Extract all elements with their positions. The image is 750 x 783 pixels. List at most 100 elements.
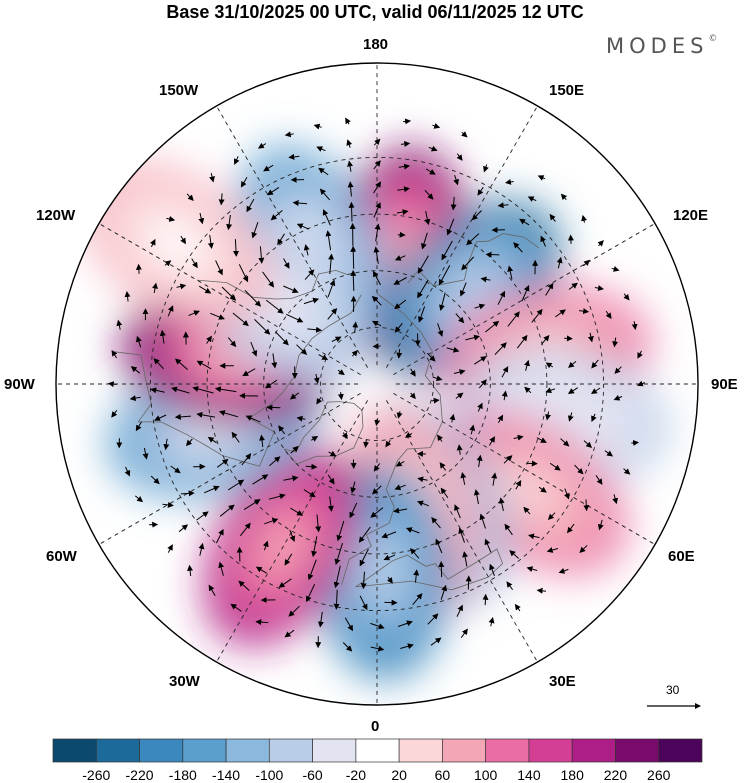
wind-vector [466, 233, 480, 246]
wind-vector [456, 444, 463, 455]
wind-vector [450, 196, 457, 211]
wind-vector [149, 238, 156, 248]
wind-vector [174, 358, 188, 370]
wind-vector [524, 359, 530, 371]
wind-vector [360, 571, 367, 590]
wind-vector [307, 559, 317, 581]
wind-vector [547, 512, 556, 521]
anomaly-cell-pos-north-pacific-3 [142, 214, 210, 273]
wind-vector [218, 561, 225, 576]
wind-vector [246, 198, 255, 213]
wind-vector [304, 269, 315, 280]
wind-vector [373, 202, 381, 218]
wind-vector [473, 489, 480, 505]
wind-vector [258, 246, 265, 264]
wind-vector [397, 186, 410, 193]
wind-vector [506, 581, 514, 590]
colorbar-swatch [225, 738, 270, 763]
wind-vector [192, 386, 214, 394]
wind-vector [349, 502, 358, 519]
wind-vector [227, 479, 245, 491]
wind-vector [373, 138, 381, 146]
wind-vector [545, 282, 554, 296]
wind-vector [242, 368, 256, 377]
colorbar-level-label: -260 [82, 767, 111, 783]
wind-vector [227, 337, 237, 348]
wind-vector [405, 527, 420, 534]
wind-vector [327, 308, 338, 320]
wind-vector [327, 279, 336, 298]
lon-label-30w: 30W [169, 673, 200, 690]
wind-vector [591, 359, 599, 369]
graticule [56, 63, 698, 705]
wind-vector [507, 265, 514, 280]
wind-vector [231, 431, 240, 443]
wind-vector [284, 131, 294, 138]
wind-vector [516, 334, 528, 349]
wind-vector [336, 520, 345, 542]
wind-vector [313, 373, 320, 384]
wind-vector [337, 369, 345, 376]
wind-vector [396, 411, 403, 419]
colorbar-swatch [312, 738, 357, 763]
wind-vector [555, 309, 566, 318]
wind-vector [130, 366, 141, 374]
wind-vector [370, 507, 384, 518]
wind-vector [296, 344, 308, 355]
wind-vector [350, 245, 357, 269]
wind-vector [296, 415, 306, 422]
wind-vector [479, 513, 486, 529]
wind-vector [232, 312, 249, 327]
wind-vector [254, 319, 271, 335]
wind-vector [259, 434, 265, 448]
lon-label-150e: 150E [549, 82, 585, 99]
wind-vector [456, 153, 463, 161]
colorbar-level-label: 60 [434, 767, 451, 783]
wind-vector [316, 396, 323, 405]
wind-vector [111, 349, 118, 359]
wind-vector [421, 232, 428, 250]
wind-vector [501, 390, 508, 401]
wind-vector [613, 394, 623, 401]
wind-vector [310, 435, 319, 442]
wind-vector [446, 346, 460, 353]
wind-vector [264, 518, 279, 525]
meridian-line [216, 105, 368, 368]
wind-vector [350, 269, 357, 291]
wind-vector [461, 256, 475, 271]
wind-vector [134, 495, 144, 503]
wind-vector [431, 397, 440, 404]
colorbar-level-label: 220 [603, 767, 628, 783]
wind-vector [359, 595, 368, 611]
wind-vector [373, 270, 381, 286]
wind-vector [612, 337, 619, 348]
wind-vector [484, 538, 492, 553]
coastline-segment [341, 293, 443, 585]
wind-vector [373, 160, 381, 170]
wind-vector [579, 544, 588, 554]
wind-vector [515, 480, 522, 490]
wind-vector [171, 386, 190, 394]
brand-mark: © [708, 34, 718, 44]
wind-vector [438, 561, 445, 578]
wind-vector [263, 164, 274, 172]
colorbar-swatch [268, 738, 313, 763]
wind-vector [196, 411, 216, 418]
wind-vector [462, 551, 469, 567]
wind-vector [631, 321, 638, 331]
wind-vector [167, 544, 173, 553]
wind-vector [564, 335, 573, 342]
wind-vector [531, 308, 543, 323]
wind-vector [238, 580, 250, 591]
wind-vector [524, 386, 532, 394]
wind-vector [404, 432, 413, 438]
wind-vector [427, 613, 439, 625]
wind-vector [545, 411, 551, 421]
wind-vector [453, 174, 459, 186]
wind-vector [240, 522, 251, 537]
wind-vector [374, 418, 381, 427]
wind-vector [458, 527, 465, 543]
wind-vector [567, 234, 574, 244]
wind-vector [334, 542, 343, 566]
wind-vector [595, 475, 603, 485]
